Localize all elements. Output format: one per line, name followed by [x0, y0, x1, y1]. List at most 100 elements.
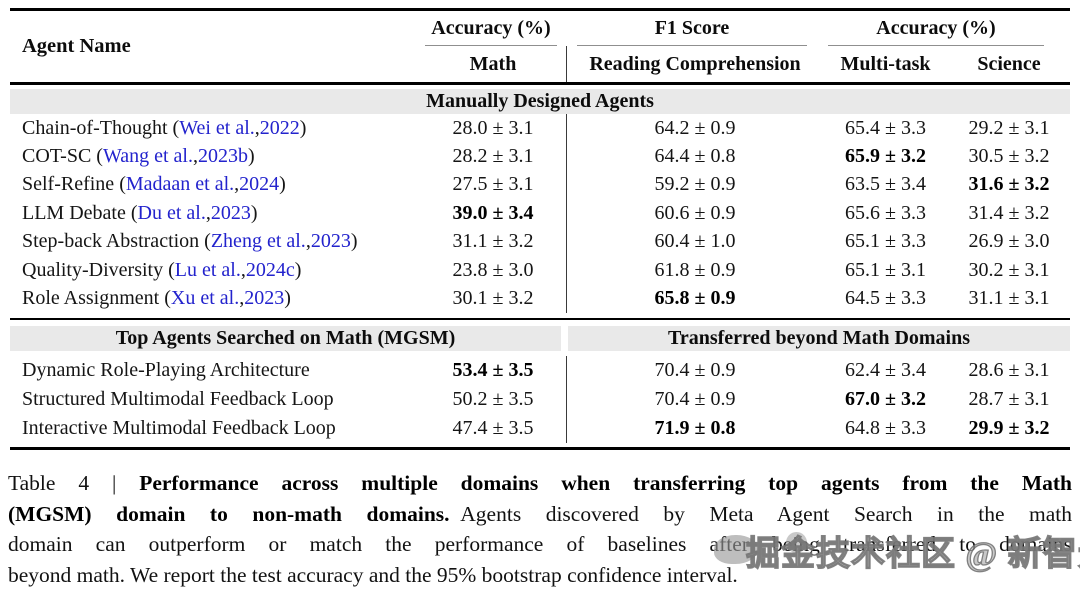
science-value: 26.9 ± 3.0 — [968, 230, 1050, 253]
section-band-manually-designed: Manually Designed Agents — [10, 89, 1070, 114]
citation-year-link[interactable]: 2024 — [239, 173, 280, 196]
section-band-top-agents: Top Agents Searched on Math (MGSM) — [10, 325, 561, 351]
column-header-reading-comprehension: Reading Comprehension — [589, 52, 801, 75]
citation-author-link[interactable]: Du et al. — [137, 201, 206, 224]
multitask-value: 65.9 ± 3.2 — [845, 145, 926, 168]
science-value-cell: 31.4 ± 3.2 — [948, 199, 1070, 227]
multitask-value: 64.8 ± 3.3 — [845, 416, 926, 439]
section-band-row: Top Agents Searched on Math (MGSM) Trans… — [10, 325, 1070, 351]
reading-comprehension-value-cell: 61.8 ± 0.9 — [567, 256, 823, 284]
header-group-row: Accuracy (%) F1 Score Accuracy (%) — [10, 11, 1070, 46]
header-subrow: Math Reading Comprehension Multi-task Sc… — [10, 46, 1070, 82]
reading-comprehension-value: 64.4 ± 0.8 — [654, 145, 736, 168]
science-value-cell: 29.9 ± 3.2 — [948, 414, 1070, 443]
agent-name-cell: Interactive Multimodal Feedback Loop — [10, 414, 420, 443]
reading-comprehension-value: 60.6 ± 0.9 — [654, 201, 736, 224]
agent-name-cell: COT-SC (Wang et al., 2023b) — [10, 142, 420, 170]
caption-line: beyond math. We report the test accuracy… — [8, 560, 1072, 591]
citation-year-link[interactable]: 2023 — [210, 201, 251, 224]
agent-name-cell: Quality-Diversity (Lu et al., 2024c) — [10, 256, 420, 284]
citation-year-link[interactable]: 2022 — [259, 116, 300, 139]
caption-text-segment: Table 4 | — [8, 471, 140, 495]
reading-comprehension-value: 70.4 ± 0.9 — [654, 387, 736, 410]
multitask-value: 67.0 ± 3.2 — [845, 387, 926, 410]
reading-comprehension-value: 71.9 ± 0.8 — [654, 416, 736, 439]
multitask-value-cell: 67.0 ± 3.2 — [823, 385, 948, 414]
agent-name-text: Chain-of-Thought ( — [22, 116, 180, 139]
citation-suffix: ) — [350, 230, 358, 253]
reading-comprehension-value: 65.8 ± 0.9 — [654, 287, 736, 310]
math-value-cell: 27.5 ± 3.1 — [420, 170, 567, 200]
citation-year-link[interactable]: 2023 — [310, 230, 351, 253]
table-row: Interactive Multimodal Feedback Loop 47.… — [10, 413, 1070, 443]
results-table: Agent Name Accuracy (%) F1 Score Accurac… — [10, 8, 1070, 450]
citation-author-link[interactable]: Wang et al. — [102, 145, 193, 168]
agent-name-text: LLM Debate ( — [22, 201, 138, 224]
table-bottom-rule — [10, 446, 1070, 450]
science-value-cell: 31.6 ± 3.2 — [948, 171, 1070, 199]
reading-comprehension-value-cell: 65.8 ± 0.9 — [567, 284, 823, 312]
science-value: 28.6 ± 3.1 — [968, 358, 1050, 381]
reading-comprehension-value: 64.2 ± 0.9 — [654, 116, 736, 139]
science-value: 31.4 ± 3.2 — [968, 201, 1050, 224]
reading-comprehension-value-cell: 64.4 ± 0.8 — [567, 142, 823, 170]
science-value-cell: 29.2 ± 3.1 — [948, 114, 1070, 142]
citation-separator: , — [305, 230, 311, 253]
section-band-transferred: Transferred beyond Math Domains — [568, 325, 1070, 351]
multitask-value-cell: 65.4 ± 3.3 — [823, 114, 948, 142]
math-value: 28.0 ± 3.1 — [452, 116, 534, 139]
citation-author-link[interactable]: Lu et al. — [174, 258, 241, 281]
citation-year-link[interactable]: 2024c — [245, 258, 295, 281]
caption-text-segment: (MGSM) domain to non-math domains. — [8, 501, 450, 526]
multitask-value-cell: 65.6 ± 3.3 — [823, 199, 948, 227]
citation-author-link[interactable]: Madaan et al. — [125, 173, 235, 196]
group-header-accuracy-math: Accuracy (%) — [425, 11, 557, 46]
reading-comprehension-value-cell: 59.2 ± 0.9 — [567, 171, 823, 199]
multitask-value: 65.4 ± 3.3 — [845, 116, 926, 139]
citation-author-link[interactable]: Wei et al. — [179, 116, 255, 139]
agent-name-cell: Chain-of-Thought (Wei et al., 2022) — [10, 114, 420, 142]
citation-separator: , — [254, 116, 260, 139]
math-value-cell: 28.0 ± 3.1 — [420, 114, 567, 143]
math-value-cell: 53.4 ± 3.5 — [420, 355, 567, 385]
citation-author-link[interactable]: Zheng et al. — [210, 230, 306, 253]
reading-comprehension-value-cell: 70.4 ± 0.9 — [567, 356, 823, 385]
table-row: Self-Refine (Madaan et al., 2024) 27.5 ±… — [10, 170, 1070, 200]
group-header-accuracy-right: Accuracy (%) — [828, 11, 1044, 46]
science-value: 31.6 ± 3.2 — [968, 173, 1050, 196]
agent-name-cell: Role Assignment (Xu et al., 2023) — [10, 284, 420, 312]
science-value-cell: 30.5 ± 3.2 — [948, 142, 1070, 170]
column-header-math: Math — [420, 46, 567, 82]
agent-name-cell: Step-back Abstraction (Zheng et al., 202… — [10, 228, 420, 256]
reading-comprehension-value-cell: 70.4 ± 0.9 — [567, 385, 823, 414]
math-value: 39.0 ± 3.4 — [452, 201, 534, 224]
citation-year-link[interactable]: 2023b — [197, 145, 248, 168]
science-value: 28.7 ± 3.1 — [968, 387, 1050, 410]
math-value-cell: 39.0 ± 3.4 — [420, 199, 567, 228]
multitask-value: 64.5 ± 3.3 — [845, 287, 926, 310]
math-value: 30.1 ± 3.2 — [452, 287, 534, 310]
caption-line: domain can outperform or match the perfo… — [8, 529, 1072, 560]
math-value: 53.4 ± 3.5 — [452, 358, 534, 381]
multitask-value-cell: 64.5 ± 3.3 — [823, 284, 948, 312]
math-value-cell: 28.2 ± 3.1 — [420, 142, 567, 171]
multitask-value-cell: 64.8 ± 3.3 — [823, 414, 948, 443]
citation-year-link[interactable]: 2023 — [244, 287, 285, 310]
table-caption: Table 4 | Performance across multiple do… — [8, 468, 1072, 590]
caption-text-segment: domain can outperform or match the perfo… — [8, 532, 1072, 556]
agent-name-text: Role Assignment ( — [22, 287, 171, 310]
reading-comprehension-value-cell: 64.2 ± 0.9 — [567, 114, 823, 142]
caption-text-segment: Performance across multiple domains when… — [139, 471, 1072, 495]
citation-separator: , — [192, 145, 198, 168]
reading-comprehension-value-cell: 71.9 ± 0.8 — [567, 414, 823, 443]
citation-suffix: ) — [247, 145, 255, 168]
multitask-value: 63.5 ± 3.4 — [845, 173, 926, 196]
citation-suffix: ) — [299, 116, 307, 139]
math-value: 28.2 ± 3.1 — [452, 145, 534, 168]
citation-separator: , — [240, 258, 246, 281]
citation-author-link[interactable]: Xu et al. — [170, 287, 240, 310]
science-value: 30.2 ± 3.1 — [968, 258, 1050, 281]
math-value: 27.5 ± 3.1 — [452, 173, 534, 196]
reading-comprehension-value: 70.4 ± 0.9 — [654, 358, 736, 381]
table-row: Step-back Abstraction (Zheng et al., 202… — [10, 227, 1070, 256]
